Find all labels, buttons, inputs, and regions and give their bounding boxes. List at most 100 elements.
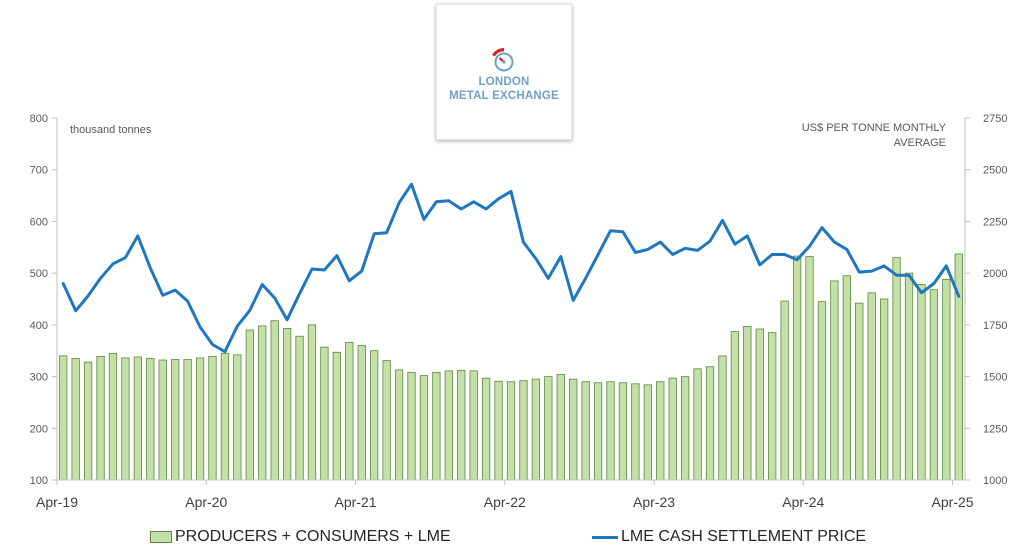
- bar: [929, 289, 939, 481]
- bar: [345, 342, 354, 481]
- right-tick-label: 2250: [983, 216, 1007, 228]
- bar: [419, 375, 429, 481]
- bar: [258, 325, 267, 481]
- bar: [71, 358, 80, 481]
- bar: [693, 368, 702, 481]
- bar: [705, 366, 715, 481]
- bar: [668, 377, 677, 481]
- bar: [121, 357, 130, 481]
- legend-label-line: LME CASH SETTLEMENT PRICE: [621, 528, 867, 545]
- bar: [158, 359, 167, 481]
- bar: [855, 302, 864, 481]
- bar: [320, 346, 329, 481]
- right-tick-label: 1500: [983, 372, 1007, 384]
- x-tick-label: Apr-19: [36, 494, 78, 510]
- bar: [245, 329, 254, 481]
- bar: [904, 272, 914, 481]
- x-tick-label: Apr-20: [185, 494, 227, 510]
- bar: [146, 358, 155, 481]
- bar: [171, 359, 180, 481]
- bar: [208, 356, 217, 481]
- bar: [307, 324, 317, 481]
- bar: [780, 300, 789, 481]
- bar: [407, 372, 416, 481]
- bar: [892, 257, 901, 481]
- bar: [643, 384, 652, 481]
- bar: [96, 356, 105, 481]
- chart-axes: 100 200 300 400 500 600 700 800 1000 1250 1500 1750…: [30, 113, 1008, 510]
- bar: [768, 332, 777, 481]
- bar: [805, 256, 814, 481]
- right-tick-label: 1250: [983, 423, 1007, 435]
- bar: [842, 275, 851, 481]
- bar: [444, 370, 453, 481]
- bar: [457, 369, 466, 481]
- left-tick-label: 400: [30, 320, 48, 332]
- x-tick-label: Apr-25: [932, 494, 974, 510]
- lme-logo-icon: [492, 48, 514, 72]
- lme-logo: LONDON METAL EXCHANGE: [436, 4, 572, 140]
- bar: [718, 355, 727, 481]
- bar: [917, 284, 926, 481]
- bar: [382, 360, 391, 481]
- bar: [556, 374, 565, 481]
- bar: [830, 280, 839, 481]
- bar: [581, 381, 590, 481]
- bar: [59, 355, 68, 481]
- bar: [432, 372, 441, 481]
- legend-label-bars: PRODUCERS + CONSUMERS + LME: [175, 528, 451, 545]
- bar: [593, 382, 603, 481]
- logo-line-2: METAL EXCHANGE: [449, 90, 559, 102]
- bar: [270, 320, 279, 481]
- bar: [394, 369, 404, 481]
- x-tick-label: Apr-23: [633, 494, 675, 510]
- right-axis-unit: US$ PER TONNE MONTHLY AVERAGE: [801, 122, 946, 149]
- legend-swatch-bars: [150, 531, 172, 543]
- x-tick-label: Apr-21: [335, 494, 377, 510]
- left-tick-label: 100: [30, 475, 48, 487]
- bar: [942, 278, 951, 481]
- bar: [519, 380, 528, 481]
- bar: [195, 357, 205, 481]
- bar: [792, 255, 802, 481]
- right-tick-label: 1750: [983, 320, 1007, 332]
- price-line: [61, 182, 961, 354]
- bar: [867, 292, 876, 481]
- left-tick-label: 300: [30, 372, 48, 384]
- left-tick-label: 800: [30, 113, 48, 125]
- x-tick-label: Apr-24: [782, 494, 824, 510]
- bar: [656, 381, 665, 481]
- left-tick-label: 500: [30, 268, 48, 280]
- bar: [817, 301, 827, 481]
- bar-series: [59, 253, 963, 481]
- bar: [544, 376, 553, 481]
- bar: [282, 328, 292, 481]
- left-tick-label: 200: [30, 423, 48, 435]
- bar: [481, 377, 491, 481]
- legend-swatch-line: [592, 535, 618, 539]
- bar: [233, 354, 242, 481]
- bar: [569, 378, 578, 481]
- bar: [531, 378, 541, 481]
- bar: [83, 361, 93, 481]
- bar: [332, 351, 341, 481]
- right-tick-label: 2750: [983, 113, 1007, 125]
- bar: [133, 356, 142, 481]
- bar: [506, 381, 516, 481]
- left-tick-label: 600: [30, 216, 48, 228]
- bar: [220, 352, 230, 481]
- right-tick-label: 1000: [983, 475, 1007, 487]
- right-tick-label: 2500: [983, 165, 1007, 177]
- bar: [494, 380, 503, 481]
- bar: [880, 298, 889, 481]
- price-line-series: [61, 182, 961, 354]
- bar: [743, 326, 752, 481]
- left-tick-label: 700: [30, 165, 48, 177]
- bar: [469, 370, 478, 481]
- bar: [755, 328, 764, 481]
- bar: [730, 331, 740, 481]
- bar: [357, 345, 366, 481]
- legend-item-line: LME CASH SETTLEMENT PRICE: [592, 528, 866, 546]
- bar: [618, 382, 628, 481]
